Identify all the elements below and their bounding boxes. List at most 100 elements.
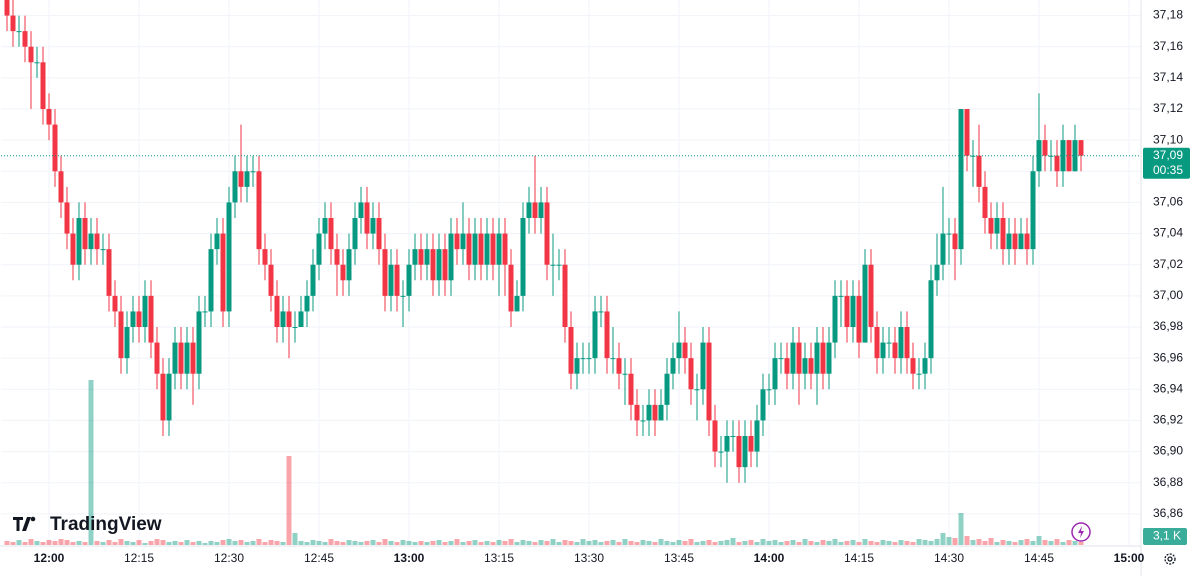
volume-bar bbox=[862, 539, 868, 545]
candle-body bbox=[1054, 155, 1060, 172]
volume-bar bbox=[796, 542, 802, 545]
candle-body bbox=[154, 342, 160, 374]
volume-bar bbox=[190, 542, 196, 545]
x-tick-label: 13:00 bbox=[394, 551, 425, 565]
logo: TradingView bbox=[13, 514, 162, 535]
candle-body bbox=[472, 233, 478, 265]
candle-body bbox=[46, 109, 52, 125]
candle-body bbox=[802, 358, 808, 374]
volume-bar bbox=[616, 542, 622, 545]
volume-bar bbox=[1048, 541, 1054, 545]
volume-box bbox=[1143, 528, 1187, 545]
candle-body bbox=[652, 404, 658, 421]
volume-bar bbox=[1030, 541, 1036, 545]
candle-body bbox=[196, 311, 202, 374]
volume-bar bbox=[724, 540, 730, 545]
x-tick-label: 15:00 bbox=[1114, 551, 1145, 565]
alert-icon[interactable] bbox=[1071, 522, 1091, 542]
candle-body bbox=[328, 218, 334, 250]
volume-bar bbox=[340, 542, 346, 545]
volume-bar bbox=[436, 540, 442, 545]
x-tick-label: 12:15 bbox=[124, 551, 154, 565]
candle-body bbox=[784, 358, 790, 374]
volume-bar bbox=[1042, 540, 1048, 545]
candle-body bbox=[112, 295, 118, 312]
candle-body bbox=[454, 233, 460, 250]
volume-bar bbox=[538, 540, 544, 545]
volume-bar bbox=[364, 541, 370, 545]
volume-bar bbox=[676, 540, 682, 545]
x-tick-label: 13:30 bbox=[574, 551, 604, 565]
volume-bar bbox=[958, 513, 964, 545]
candle-body bbox=[316, 233, 322, 265]
gear-inner[interactable] bbox=[1167, 556, 1173, 562]
candle-body bbox=[556, 264, 562, 266]
candle-body bbox=[730, 436, 736, 437]
candle-body bbox=[334, 249, 340, 265]
volume-bar bbox=[424, 542, 430, 545]
candle-body bbox=[754, 420, 760, 452]
candle-body bbox=[592, 311, 598, 359]
candle-body bbox=[310, 264, 316, 296]
candle-body bbox=[370, 218, 376, 234]
volume-bar bbox=[904, 541, 910, 545]
gear-outer[interactable] bbox=[1164, 553, 1176, 565]
volume-bar bbox=[778, 542, 784, 545]
volume-bar bbox=[22, 542, 28, 545]
candle-body bbox=[628, 373, 634, 405]
volume-bar bbox=[574, 542, 580, 545]
x-tick-label: 14:00 bbox=[754, 551, 785, 565]
candle-body bbox=[238, 171, 244, 187]
candle-body bbox=[820, 342, 826, 374]
candle-body bbox=[40, 62, 46, 109]
volume-bar bbox=[454, 539, 460, 545]
candle-body bbox=[1006, 233, 1012, 250]
volume-bar bbox=[646, 541, 652, 545]
candle-body bbox=[166, 373, 172, 421]
volume-bar bbox=[622, 539, 628, 545]
volume-bar bbox=[688, 539, 694, 545]
settings-icon[interactable] bbox=[1164, 553, 1176, 565]
candle-body bbox=[406, 264, 412, 296]
candle-body bbox=[1030, 171, 1036, 250]
x-tick-label: 14:30 bbox=[934, 551, 964, 565]
candle-body bbox=[598, 311, 604, 313]
volume-bar bbox=[706, 540, 712, 545]
candle-body bbox=[448, 233, 454, 281]
volume-bar bbox=[754, 542, 760, 545]
volume-bar bbox=[802, 539, 808, 545]
volume-bar bbox=[118, 539, 124, 545]
volume-bar bbox=[370, 540, 376, 545]
volume-bar bbox=[238, 540, 244, 545]
volume-bar bbox=[1006, 541, 1012, 545]
candle-body bbox=[886, 342, 892, 344]
volume-bar bbox=[202, 543, 208, 545]
volume-bar bbox=[652, 542, 658, 545]
volume-bar bbox=[442, 542, 448, 545]
volume-bar bbox=[670, 542, 676, 545]
candle-body bbox=[688, 358, 694, 390]
candle-body bbox=[280, 311, 286, 327]
volume-bar bbox=[478, 542, 484, 545]
alert-bolt[interactable] bbox=[1078, 526, 1084, 538]
volume-bar bbox=[280, 542, 286, 545]
volume-bar bbox=[136, 540, 142, 545]
candle-body bbox=[1012, 233, 1018, 250]
candle-body bbox=[172, 342, 178, 374]
candle-body bbox=[682, 342, 688, 359]
volume-bar bbox=[106, 540, 112, 545]
candle-body bbox=[586, 358, 592, 360]
volume-bar bbox=[820, 540, 826, 545]
volume-bar bbox=[268, 540, 274, 545]
volume-bar bbox=[760, 539, 766, 545]
candle-body bbox=[202, 311, 208, 313]
countdown-label: 00:35 bbox=[1153, 163, 1183, 177]
candle-body bbox=[868, 264, 874, 327]
volume-bar bbox=[610, 540, 616, 545]
candle-body bbox=[976, 155, 982, 187]
x-tick-label: 12:45 bbox=[304, 551, 334, 565]
candle-body bbox=[430, 249, 436, 281]
candle-body bbox=[178, 342, 184, 374]
volume-bar bbox=[880, 540, 886, 545]
